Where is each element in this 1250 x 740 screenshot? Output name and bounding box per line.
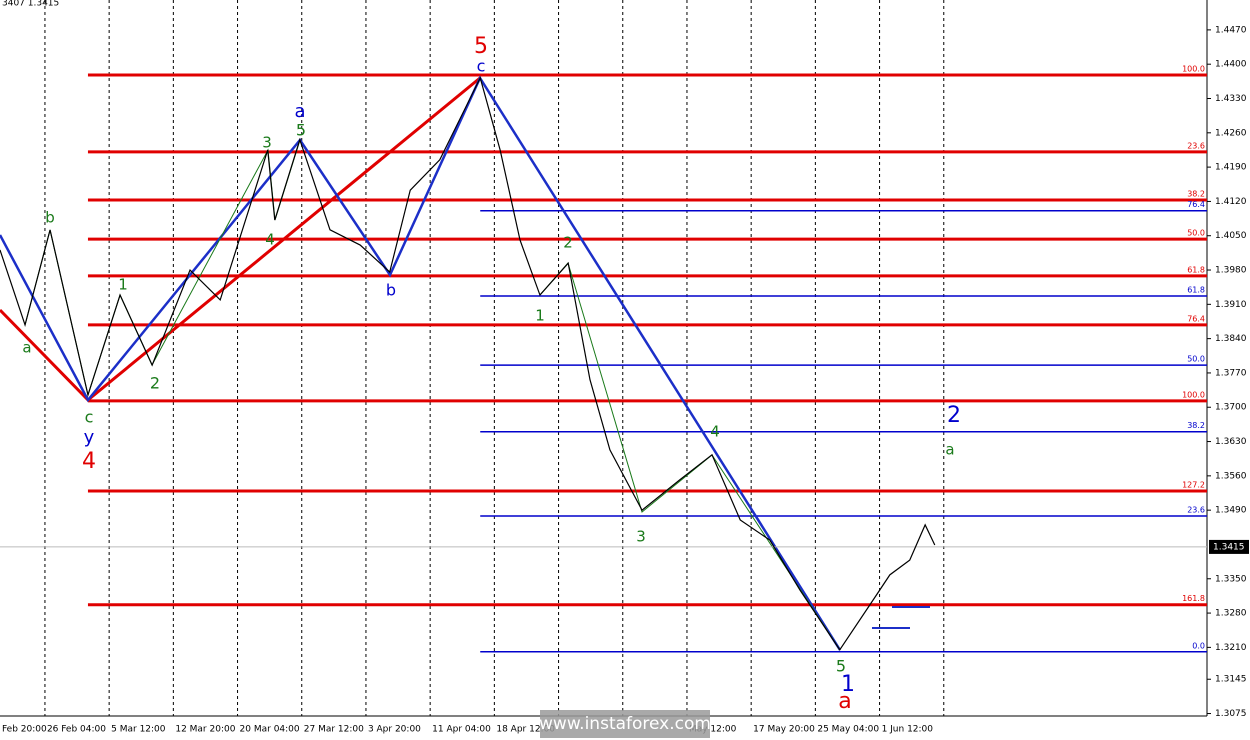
y-tick-label: 1.4190 <box>1215 163 1247 173</box>
fib-level-label: 38.2 <box>1187 189 1205 198</box>
wave-label: 2 <box>947 403 961 428</box>
wave-label: a <box>294 101 305 122</box>
fib-level-label: 76.4 <box>1187 314 1205 323</box>
fib-level-label: 100.0 <box>1182 64 1205 73</box>
y-tick-label: 1.3350 <box>1215 574 1247 584</box>
wave-label: 5 <box>296 121 306 140</box>
y-tick-label: 1.3630 <box>1215 437 1247 447</box>
fib-level-label: 38.2 <box>1187 421 1205 430</box>
wave-label: c <box>477 57 486 76</box>
x-tick-label: 27 Mar 12:00 <box>304 725 364 735</box>
wave-label: a <box>838 689 851 714</box>
y-tick-label: 1.3770 <box>1215 368 1247 378</box>
fib-level-label: 76.4 <box>1187 200 1205 209</box>
fib-level-label: 0.0 <box>1192 641 1205 650</box>
fib-level-label: 50.0 <box>1187 229 1205 238</box>
wave-label: b <box>386 281 396 300</box>
wave-label: 4 <box>265 231 275 249</box>
y-tick-label: 1.4260 <box>1215 128 1247 138</box>
y-tick-label: 1.4050 <box>1215 231 1247 241</box>
wave-label: a <box>22 339 31 357</box>
y-tick-label: 1.3145 <box>1215 675 1247 685</box>
wave-label: 2 <box>150 374 160 393</box>
y-tick-label: 1.3840 <box>1215 334 1247 344</box>
wave-label: 1 <box>535 307 545 325</box>
y-tick-label: 1.3280 <box>1215 609 1247 619</box>
price-line <box>0 76 936 651</box>
y-tick-label: 1.4120 <box>1215 197 1247 207</box>
fib-level-label: 100.0 <box>1182 390 1205 399</box>
wave-label: 4 <box>82 449 96 474</box>
watermark-box <box>540 710 710 738</box>
wave-label: 4 <box>710 423 720 441</box>
fib-level-label: 61.8 <box>1187 265 1205 274</box>
x-tick-label: 17 May 20:00 <box>753 725 815 735</box>
wave-label: 1 <box>118 276 128 294</box>
y-tick-label: 1.4470 <box>1215 25 1247 35</box>
x-tick-label: May 12:00 <box>689 725 737 735</box>
x-tick-label: 1 Jun 12:00 <box>882 725 934 735</box>
y-tick-label: 1.4330 <box>1215 94 1247 104</box>
x-tick-label: Feb 20:00 <box>2 725 47 735</box>
fib-level-label: 23.6 <box>1187 506 1205 515</box>
wave-label: a <box>945 441 954 459</box>
fib-level-label: 127.2 <box>1182 481 1205 490</box>
x-tick-label: 25 May 04:00 <box>817 725 879 735</box>
wave-label: 1 <box>841 672 855 697</box>
x-tick-label: 5 Mar 12:00 <box>111 725 166 735</box>
wave-label: 2 <box>563 234 573 252</box>
current-price-box <box>1209 539 1249 554</box>
x-tick-label: 11 Apr 04:00 <box>432 725 491 735</box>
wave-label: 5 <box>474 34 488 59</box>
wave-label: y <box>84 427 95 448</box>
x-tick-label: 12 Mar 20:00 <box>175 725 235 735</box>
y-tick-label: 1.3910 <box>1215 300 1247 310</box>
current-price-label: 1.3415 <box>1213 542 1245 552</box>
y-tick-label: 1.3980 <box>1215 266 1247 276</box>
wave-label: 3 <box>636 528 646 546</box>
watermark: www.instaforex.com <box>539 714 711 734</box>
fib-level-label: 23.6 <box>1187 141 1205 150</box>
fib-level-label: 161.8 <box>1182 594 1205 603</box>
x-tick-label: 26 Feb 04:00 <box>47 725 106 735</box>
wave-label: 5 <box>836 657 846 676</box>
x-tick-label: 3 Apr 20:00 <box>368 725 421 735</box>
y-tick-label: 1.3560 <box>1215 471 1247 481</box>
y-tick-label: 1.4400 <box>1215 60 1247 70</box>
fib-level-label: 61.8 <box>1187 286 1205 295</box>
x-tick-label: 18 Apr 12:00 <box>496 725 555 735</box>
y-tick-label: 1.3700 <box>1215 403 1247 413</box>
fib-level-label: 50.0 <box>1187 355 1205 364</box>
header: 3407 1.3415 <box>2 0 59 9</box>
wave-line <box>0 75 842 651</box>
y-tick-label: 1.3210 <box>1215 643 1247 653</box>
wave-label: 3 <box>262 134 272 152</box>
y-tick-label: 1.3075 <box>1215 709 1247 719</box>
wave-label: c <box>85 408 94 427</box>
y-tick-label: 1.3490 <box>1215 506 1247 516</box>
wave-label: b <box>45 209 55 227</box>
x-tick-label: 20 Mar 04:00 <box>240 725 300 735</box>
